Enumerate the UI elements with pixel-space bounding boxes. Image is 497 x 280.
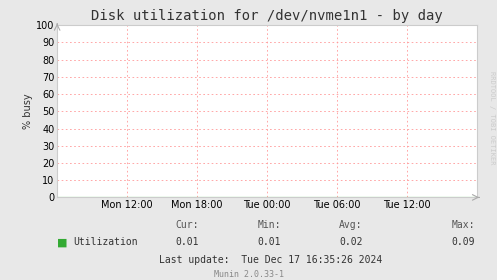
Text: Min:: Min: xyxy=(257,220,281,230)
Text: 0.01: 0.01 xyxy=(175,237,199,247)
Text: Max:: Max: xyxy=(451,220,475,230)
Text: Utilization: Utilization xyxy=(74,237,138,247)
Text: 0.02: 0.02 xyxy=(339,237,363,247)
Text: Avg:: Avg: xyxy=(339,220,363,230)
Text: ■: ■ xyxy=(57,237,68,247)
Text: Last update:  Tue Dec 17 16:35:26 2024: Last update: Tue Dec 17 16:35:26 2024 xyxy=(159,255,383,265)
Text: 0.09: 0.09 xyxy=(451,237,475,247)
Text: Cur:: Cur: xyxy=(175,220,199,230)
Title: Disk utilization for /dev/nvme1n1 - by day: Disk utilization for /dev/nvme1n1 - by d… xyxy=(91,9,443,23)
Text: Munin 2.0.33-1: Munin 2.0.33-1 xyxy=(214,270,283,279)
Text: 0.01: 0.01 xyxy=(257,237,281,247)
Text: RRDTOOL / TOBI OETIKER: RRDTOOL / TOBI OETIKER xyxy=(489,71,495,164)
Y-axis label: % busy: % busy xyxy=(23,94,33,129)
